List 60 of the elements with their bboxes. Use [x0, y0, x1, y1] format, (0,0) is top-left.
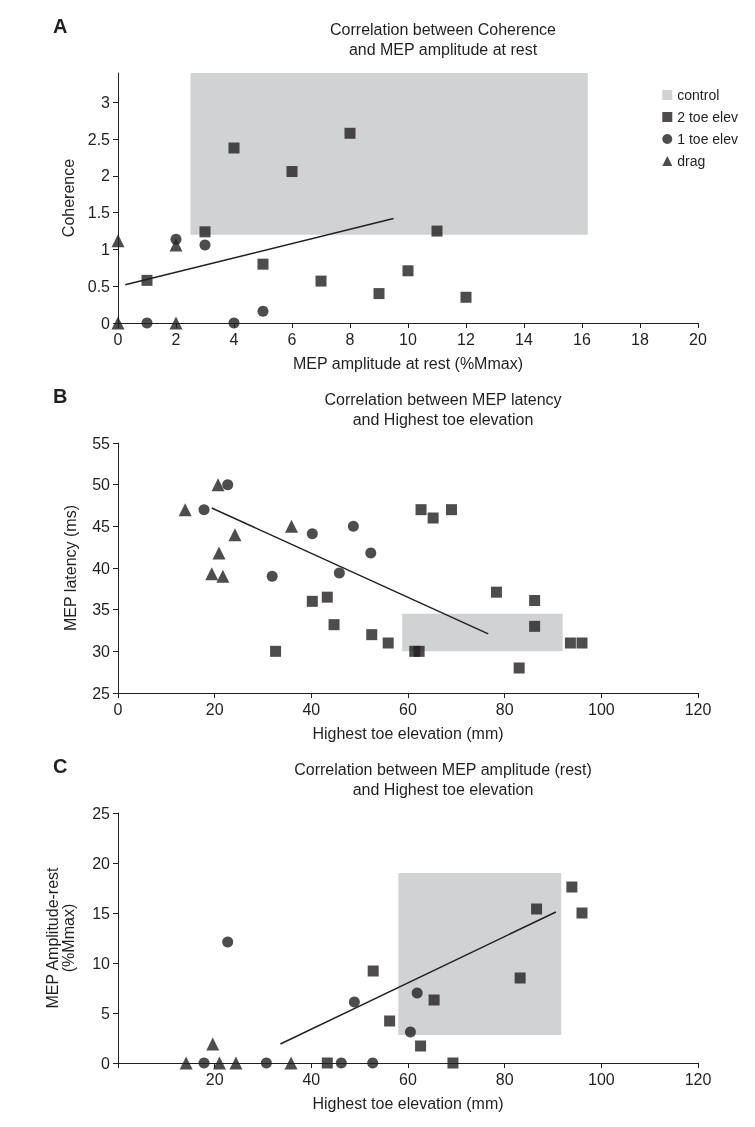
- y-axis-title: Coherence: [60, 158, 78, 238]
- text: A: [53, 15, 68, 37]
- x-tick-label: 8: [345, 330, 355, 348]
- x-tick-label: 18: [631, 330, 649, 348]
- x-tick-label: 20: [205, 700, 224, 718]
- x-tick-label: 16: [573, 330, 591, 348]
- y-axis-title: MEP Amplitude-rest (%Mmax): [43, 866, 77, 1009]
- x-tick-label: 80: [495, 1070, 514, 1088]
- chart-title: Correlation between Coherence and MEP amplitude at rest: [330, 20, 557, 58]
- y-tick-label: 25: [92, 684, 111, 702]
- y-tick-label: 25: [92, 804, 111, 822]
- y-tick-label: 3: [101, 93, 111, 111]
- y-tick-label: 35: [92, 601, 111, 619]
- x-tick-label: 20: [205, 1070, 224, 1088]
- x-tick-label: 100: [587, 700, 615, 718]
- x-tick-label: 60: [399, 1070, 417, 1088]
- x-tick-label: 2: [171, 330, 181, 348]
- x-axis-title: Highest toe elevation (mm): [312, 1094, 504, 1112]
- y-axis-title: MEP latency (ms): [61, 505, 79, 631]
- x-tick-label: 6: [287, 330, 297, 348]
- y-tick-label: 15: [92, 904, 111, 922]
- legend-label: 1 toe elev: [677, 131, 739, 147]
- y-tick-label: 0: [101, 1054, 111, 1072]
- x-tick-label: 14: [515, 330, 533, 348]
- y-tick-label: 2.5: [87, 130, 111, 148]
- y-tick-label: 1: [101, 240, 111, 258]
- x-tick-label: 120: [684, 1070, 712, 1088]
- text: C: [53, 755, 68, 777]
- x-tick-label: 0: [113, 700, 123, 718]
- x-axis-title: MEP amplitude at rest (%Mmax): [293, 354, 523, 372]
- y-tick-label: 45: [92, 517, 111, 535]
- x-tick-label: 40: [302, 700, 321, 718]
- x-tick-label: 4: [229, 330, 239, 348]
- x-tick-label: 10: [399, 330, 417, 348]
- y-tick-label: 55: [92, 434, 111, 452]
- x-tick-label: 12: [457, 330, 475, 348]
- chart-title: Correlation between MEP latency and Highest toe elevation: [324, 390, 562, 428]
- x-tick-label: 0: [113, 330, 123, 348]
- y-tick-label: 2: [101, 167, 111, 185]
- chart-title: Correlation between MEP amplitude (rest) and Highest toe elevation: [294, 760, 592, 798]
- y-tick-label: 40: [92, 559, 111, 577]
- y-tick-label: 50: [92, 476, 111, 494]
- x-tick-label: 40: [302, 1070, 321, 1088]
- y-tick-label: 0.5: [87, 277, 111, 295]
- y-tick-label: 20: [92, 854, 111, 872]
- legend-label: drag: [677, 153, 706, 169]
- x-tick-label: 60: [399, 700, 417, 718]
- y-tick-label: 10: [92, 954, 111, 972]
- legend-label: 2 toe elev: [677, 109, 739, 125]
- x-axis-title: Highest toe elevation (mm): [312, 724, 504, 742]
- x-tick-label: 80: [495, 700, 514, 718]
- y-tick-label: 0: [101, 314, 111, 332]
- x-tick-label: 120: [684, 700, 712, 718]
- y-tick-label: 1.5: [87, 204, 111, 222]
- y-tick-label: 5: [101, 1004, 111, 1022]
- y-tick-label: 30: [92, 642, 111, 660]
- x-tick-label: 20: [689, 330, 707, 348]
- legend-label: control: [677, 87, 720, 103]
- text: B: [53, 385, 68, 407]
- x-tick-label: 100: [587, 1070, 615, 1088]
